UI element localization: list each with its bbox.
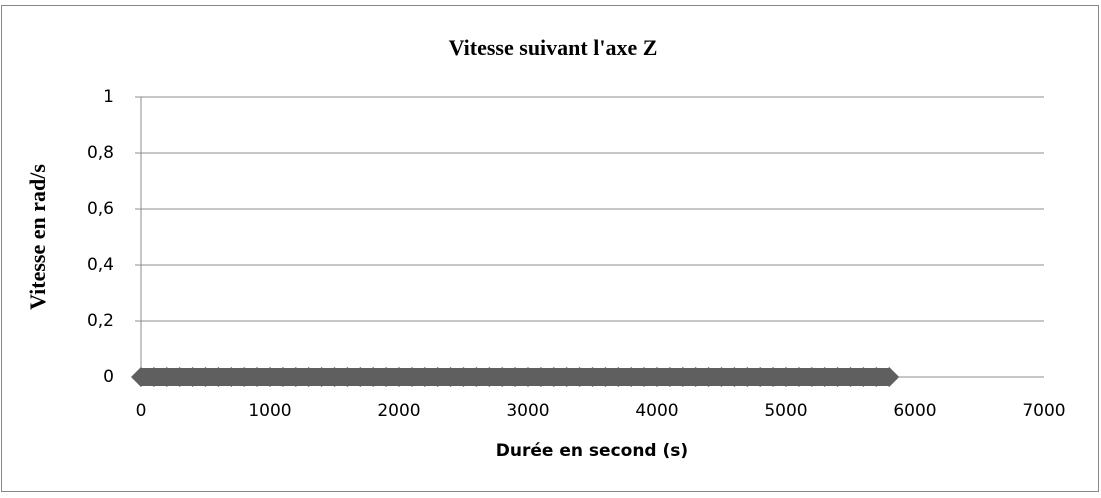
marker [182,367,203,387]
marker [737,367,758,387]
x-tick-label: 5000 [764,401,807,421]
marker [324,367,345,387]
marker [234,367,255,387]
y-tick-label: 0,2 [87,311,114,331]
y-tick-label: 0,8 [87,143,114,163]
marker [647,367,667,387]
marker [853,367,874,387]
marker [195,367,216,387]
x-axis-title: Durée en second (s) [496,441,688,461]
marker [272,367,293,387]
marker [750,367,771,387]
marker [285,367,306,387]
marker [169,367,190,387]
marker [840,367,861,387]
marker [582,367,603,387]
marker [131,367,151,387]
marker [401,367,422,387]
marker [763,367,784,387]
x-tick-label: 6000 [893,401,936,421]
x-tick-label: 2000 [377,401,420,421]
marker [827,367,848,387]
y-tick-label: 0 [103,367,114,387]
marker [492,367,513,387]
marker [595,367,616,387]
marker [556,367,577,387]
marker [208,367,229,387]
marker [879,367,900,387]
marker [711,367,732,387]
marker [634,367,655,387]
marker [389,367,409,387]
marker [440,367,461,387]
marker [505,367,526,387]
marker [530,367,551,387]
marker [659,367,680,387]
marker [479,367,500,387]
marker [724,367,745,387]
marker [866,367,887,387]
marker [453,367,474,387]
x-tick-label: 7000 [1022,401,1065,421]
marker [156,367,177,387]
marker [466,367,487,387]
marker [698,367,719,387]
marker [814,367,835,387]
marker [350,367,371,387]
marker [569,367,590,387]
marker [776,367,796,387]
y-axis-title: Vitesse en rad/s [25,164,50,310]
x-tick-label: 1000 [248,401,291,421]
x-tick-label: 0 [136,401,147,421]
marker [543,367,564,387]
marker [801,367,822,387]
marker [260,367,280,387]
marker [608,367,629,387]
x-tick-label: 3000 [506,401,549,421]
marker [672,367,693,387]
marker [143,367,164,387]
marker [363,367,384,387]
y-tick-label: 1 [103,87,114,107]
marker [311,367,332,387]
y-tick-label: 0,4 [87,255,114,275]
chart-border [1,5,1099,492]
marker [376,367,397,387]
x-tick-label: 4000 [635,401,678,421]
marker [414,367,435,387]
marker [788,367,809,387]
marker [247,367,268,387]
chart-title: Vitesse suivant l'axe Z [449,35,658,60]
marker [337,367,358,387]
marker [518,367,538,387]
marker [685,367,706,387]
marker [621,367,642,387]
marker [298,367,319,387]
marker [221,367,242,387]
y-tick-label: 0,6 [87,199,114,219]
marker [427,367,448,387]
